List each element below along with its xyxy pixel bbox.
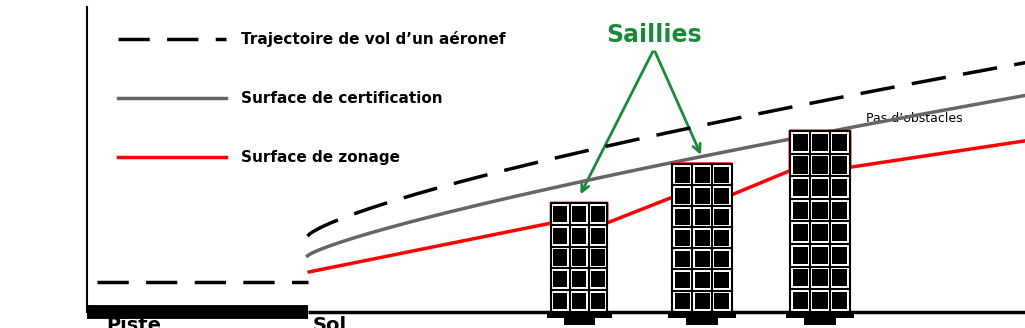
Bar xyxy=(813,247,827,264)
Bar xyxy=(832,247,848,264)
Bar xyxy=(792,179,808,196)
Bar xyxy=(813,201,827,219)
Bar xyxy=(572,249,586,266)
Text: Surface de zonage: Surface de zonage xyxy=(241,150,400,165)
Bar xyxy=(832,179,848,196)
Bar xyxy=(832,224,848,241)
Bar xyxy=(813,134,827,151)
Bar xyxy=(714,272,730,288)
Bar xyxy=(695,188,709,204)
Bar xyxy=(674,188,690,204)
Bar xyxy=(590,228,605,244)
Text: Piste: Piste xyxy=(106,316,161,328)
Bar xyxy=(714,251,730,267)
Bar xyxy=(590,271,605,287)
Bar xyxy=(792,247,808,264)
Bar xyxy=(674,167,690,183)
Bar xyxy=(695,230,709,246)
Bar xyxy=(590,249,605,266)
Bar xyxy=(813,179,827,196)
Bar xyxy=(832,201,848,219)
Bar xyxy=(792,201,808,219)
Bar xyxy=(554,293,568,309)
Bar xyxy=(792,156,808,174)
Bar xyxy=(792,134,808,151)
Bar xyxy=(590,293,605,309)
Bar xyxy=(668,312,736,318)
Bar xyxy=(695,167,709,183)
Bar xyxy=(695,293,709,309)
Bar xyxy=(572,293,586,309)
Bar xyxy=(674,272,690,288)
Bar xyxy=(714,230,730,246)
Bar xyxy=(786,312,854,318)
Bar xyxy=(554,249,568,266)
Text: Pas d’obstacles: Pas d’obstacles xyxy=(866,112,962,125)
Bar xyxy=(813,269,827,286)
Bar xyxy=(714,167,730,183)
Bar xyxy=(554,228,568,244)
Bar xyxy=(813,156,827,174)
Bar xyxy=(695,251,709,267)
Bar xyxy=(672,164,732,312)
Bar xyxy=(792,269,808,286)
Bar xyxy=(572,271,586,287)
Bar xyxy=(813,224,827,241)
Text: Saillies: Saillies xyxy=(606,23,702,47)
Bar xyxy=(572,206,586,222)
Bar xyxy=(564,318,594,325)
Bar xyxy=(790,131,850,312)
Bar xyxy=(554,271,568,287)
Bar xyxy=(551,203,607,312)
Bar xyxy=(714,209,730,225)
Bar xyxy=(792,292,808,309)
Text: Trajectoire de vol d’un aéronef: Trajectoire de vol d’un aéronef xyxy=(241,31,505,47)
Bar xyxy=(674,251,690,267)
Bar xyxy=(792,224,808,241)
Bar xyxy=(572,228,586,244)
Bar xyxy=(554,206,568,222)
Bar xyxy=(674,209,690,225)
Bar xyxy=(832,156,848,174)
Bar xyxy=(832,134,848,151)
Bar xyxy=(695,272,709,288)
Bar xyxy=(813,292,827,309)
Bar xyxy=(674,293,690,309)
Bar xyxy=(695,209,709,225)
Bar xyxy=(686,318,719,325)
Bar xyxy=(714,293,730,309)
Text: Surface de certification: Surface de certification xyxy=(241,91,443,106)
Bar xyxy=(674,230,690,246)
Bar xyxy=(546,312,612,318)
Bar xyxy=(804,318,836,325)
Bar xyxy=(714,188,730,204)
Bar xyxy=(832,292,848,309)
Bar xyxy=(590,206,605,222)
Bar xyxy=(832,269,848,286)
Text: Sol: Sol xyxy=(313,316,346,328)
